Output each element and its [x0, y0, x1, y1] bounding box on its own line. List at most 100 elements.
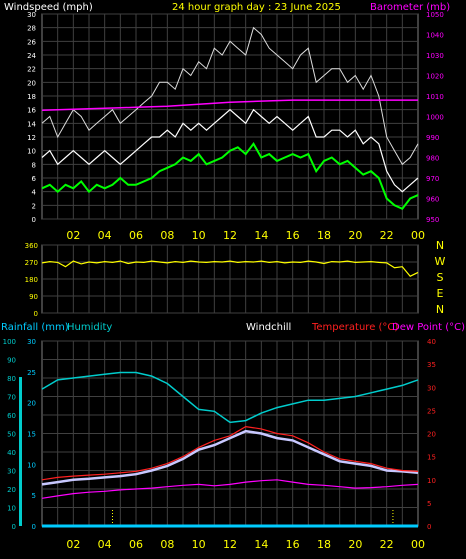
rainfall-tick-label: 25: [27, 369, 36, 377]
temperature-tick-label: 10: [427, 477, 436, 485]
wind-hour-tick-label: 16: [286, 229, 300, 242]
barometer-tick-label: 990: [426, 134, 439, 142]
windspeed-tick-label: 30: [27, 11, 36, 19]
barometer-tick-label: 1020: [426, 73, 444, 81]
windspeed-tick-label: 10: [27, 148, 36, 156]
compass-label: W: [435, 255, 446, 268]
compass-label: N: [436, 303, 444, 316]
temperature-hour-tick-label: 22: [380, 538, 394, 551]
direction-degree-tick-label: 90: [29, 293, 38, 301]
barometer-tick-label: 950: [426, 216, 439, 224]
windspeed-tick-label: 22: [27, 66, 36, 74]
wind-hour-tick-label: 10: [192, 229, 206, 242]
humidity-tick-label: 10: [7, 505, 16, 513]
windspeed-tick-label: 2: [32, 202, 36, 210]
chart-title: 24 hour graph day : 23 June 2025: [172, 2, 341, 13]
direction-degree-tick-label: 0: [34, 310, 38, 318]
windspeed-axis-label: Windspeed (mph): [4, 2, 93, 13]
temperature-humidity-panel: 0 10 20 30 40 50 60 70 80 90 100 0 5 10 15 20 25 30 0 5 10…: [1, 322, 465, 551]
windspeed-tick-label: 4: [32, 189, 37, 197]
humidity-label: Humidity: [67, 322, 112, 333]
temperature-tick-label: 25: [427, 407, 436, 415]
windspeed-tick-label: 20: [27, 79, 36, 87]
direction-degree-tick-label: 180: [25, 276, 38, 284]
wind-gust-line: [41, 26, 419, 166]
temperature-tick-label: 40: [427, 338, 436, 346]
temperature-hour-tick-label: 06: [129, 538, 143, 551]
humidity-tick-label: 90: [7, 357, 16, 365]
barometer-tick-label: 1050: [426, 11, 444, 19]
rainfall-tick-labels: 0 5 10 15 20 25 30: [27, 338, 36, 531]
temperature-hour-tick-label: 08: [160, 538, 174, 551]
temperature-label: Temperature (°C): [311, 322, 398, 333]
humidity-tick-labels: 0 10 20 30 40 50 60 70 80 90 100: [3, 338, 16, 531]
rain-markers: [112, 510, 394, 524]
wind-direction-line: [41, 260, 419, 277]
direction-degree-tick-label: 270: [25, 259, 38, 267]
temperature-tick-label: 30: [427, 384, 436, 392]
wind-hour-tick-label: 04: [98, 229, 112, 242]
wind-hour-tick-labels: 02 04 06 08 10 12 14 16 18 20 22 00: [66, 229, 425, 242]
humidity-tick-label: 30: [7, 468, 16, 476]
wind-series: [41, 26, 419, 211]
wind-hour-tick-label: 18: [317, 229, 331, 242]
rainfall-tick-label: 30: [27, 338, 36, 346]
humidity-tick-label: 70: [7, 394, 16, 402]
humidity-tick-label: 40: [7, 449, 16, 457]
temperature-tick-label: 15: [427, 454, 436, 462]
temperature-tick-label: 35: [427, 361, 436, 369]
wind-hour-tick-label: 02: [66, 229, 80, 242]
humidity-line: [41, 371, 419, 424]
windspeed-tick-label: 26: [27, 38, 36, 46]
humidity-tick-label: 20: [7, 486, 16, 494]
temperature-series: [41, 371, 419, 528]
humidity-tick-label: 0: [12, 523, 16, 531]
rainfall-tick-label: 0: [32, 523, 36, 531]
barometer-axis-label: Barometer (mb): [370, 2, 450, 13]
wind-hour-tick-label: 22: [380, 229, 394, 242]
humidity-tick-label: 60: [7, 412, 16, 420]
humidity-tick-label: 80: [7, 375, 16, 383]
barometer-tick-label: 970: [426, 175, 439, 183]
windspeed-tick-label: 12: [27, 134, 36, 142]
windspeed-tick-label: 6: [32, 175, 37, 183]
windspeed-tick-label: 0: [32, 216, 36, 224]
dewpoint-line: [41, 479, 419, 499]
wind-hour-tick-label: 12: [223, 229, 237, 242]
temperature-hour-tick-label: 12: [223, 538, 237, 551]
wind-hour-tick-label: 08: [160, 229, 174, 242]
humidity-scale-bar: [19, 377, 22, 526]
temperature-hour-tick-labels: 02 04 06 08 10 12 14 16 18 20 22 00: [66, 538, 425, 551]
barometer-tick-label: 1030: [426, 52, 444, 60]
windchill-line: [41, 429, 419, 486]
windspeed-tick-label: 28: [27, 25, 36, 33]
direction-degree-tick-labels: 0 90 180 270 360: [25, 242, 38, 318]
temperature-tick-label: 20: [427, 431, 436, 439]
barometer-tick-labels: 950 960 970 980 990 1000 1010 1020 1030 1040 1050: [426, 11, 444, 224]
wind-average-line: [41, 141, 419, 211]
barometer-tick-label: 1040: [426, 32, 444, 40]
wind-hour-tick-label: 14: [254, 229, 268, 242]
rainfall-tick-label: 10: [27, 461, 36, 469]
wind-hour-tick-label: 06: [129, 229, 143, 242]
windspeed-tick-label: 16: [27, 107, 36, 115]
compass-label: E: [437, 287, 444, 300]
windspeed-tick-label: 24: [27, 52, 36, 60]
temperature-hour-tick-label: 04: [98, 538, 112, 551]
temperature-hour-tick-label: 18: [317, 538, 331, 551]
temperature-hour-tick-label: 02: [66, 538, 80, 551]
temperature-hour-tick-label: 00: [411, 538, 425, 551]
windspeed-tick-label: 18: [27, 93, 36, 101]
temperature-hour-tick-label: 20: [348, 538, 362, 551]
barometer-line: [41, 99, 418, 112]
humidity-tick-label: 50: [7, 431, 16, 439]
wind-hour-tick-label: 20: [348, 229, 362, 242]
compass-label: S: [437, 271, 444, 284]
temperature-hour-tick-label: 10: [192, 538, 206, 551]
temperature-line: [41, 425, 419, 481]
